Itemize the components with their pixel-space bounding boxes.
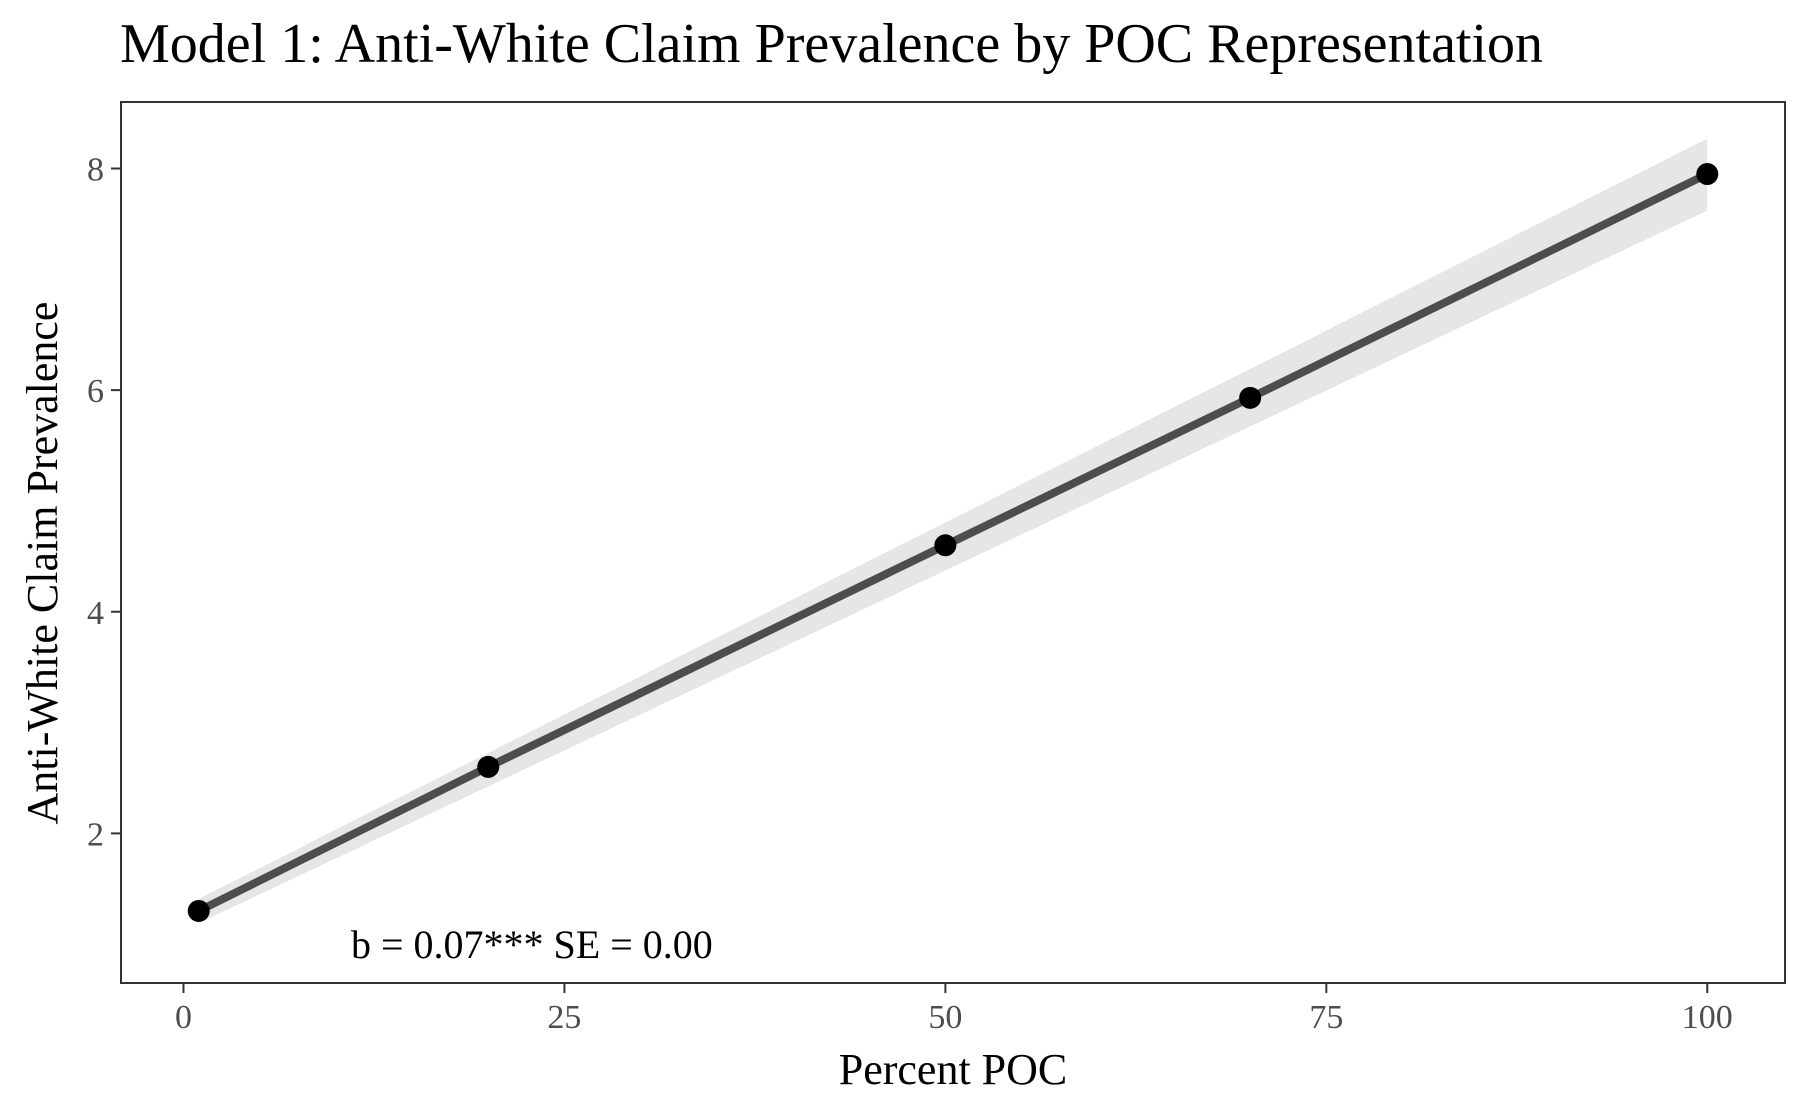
y-axis-title: Anti-White Claim Prevalence xyxy=(18,302,67,825)
plot-area: 0 25 50 75 100 2 4 6 8 xyxy=(87,101,1786,1036)
x-tick-label: 75 xyxy=(1309,999,1343,1036)
data-point xyxy=(934,534,957,557)
data-point xyxy=(187,899,210,922)
regression-annotation: b = 0.07*** SE = 0.00 xyxy=(351,922,713,967)
confidence-band xyxy=(198,138,1708,924)
data-point xyxy=(477,755,500,778)
y-tick-label: 4 xyxy=(87,595,104,632)
data-point xyxy=(1696,163,1719,186)
x-tick-label: 0 xyxy=(175,999,192,1036)
y-tick-label: 8 xyxy=(87,151,104,188)
plot-border xyxy=(120,101,1786,984)
chart-title: Model 1: Anti-White Claim Prevalence by … xyxy=(120,13,1543,75)
x-tick-label: 25 xyxy=(547,999,581,1036)
x-tick-label: 100 xyxy=(1682,999,1733,1036)
x-tick-label: 50 xyxy=(928,999,962,1036)
y-tick-label: 6 xyxy=(87,373,104,410)
x-axis-title: Percent POC xyxy=(839,1045,1068,1094)
data-point xyxy=(1239,386,1262,409)
y-tick-label: 2 xyxy=(87,816,104,853)
